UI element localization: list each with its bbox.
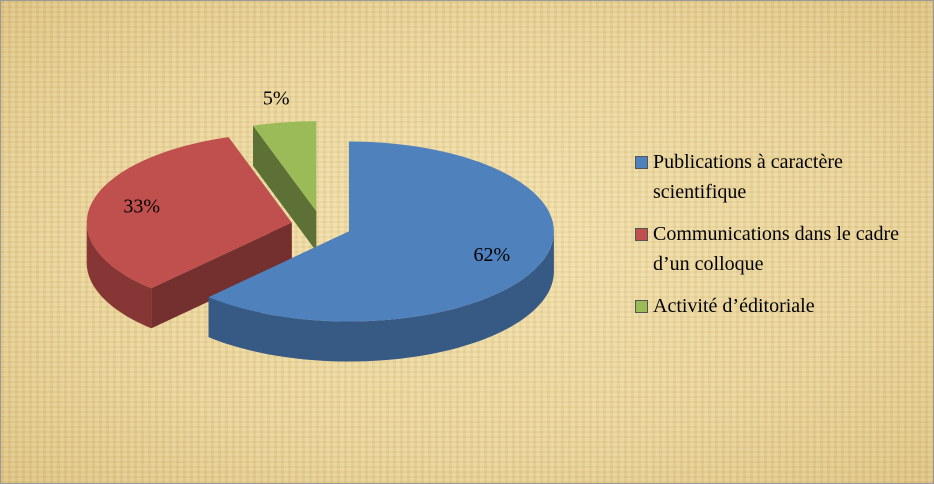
data-label: 62% (474, 244, 511, 266)
slice-side (208, 231, 554, 362)
legend-item: Activité d’éditoriale (635, 291, 925, 321)
slice (208, 141, 554, 322)
slice-wall-shade (151, 222, 292, 329)
legend-swatch (635, 156, 648, 169)
legend-label: Communications dans le cadre d’un colloq… (653, 223, 900, 275)
legend-swatch (635, 300, 648, 313)
slice (86, 137, 292, 289)
legend-item: Publications à caractère scientifique (635, 147, 925, 207)
legend-label: Publications à caractère scientifique (653, 151, 843, 203)
data-label: 5% (263, 88, 290, 110)
slice (253, 121, 317, 212)
legend-item: Communications dans le cadre d’un colloq… (635, 219, 925, 279)
slice-wall (253, 125, 317, 252)
slice-side (86, 222, 152, 329)
slice-side-shade (86, 222, 152, 329)
slice-side-shade (208, 231, 554, 362)
legend-swatch (635, 228, 648, 241)
legend-label: Activité d’éditoriale (653, 295, 815, 317)
legend: Publications à caractère scientifique Com… (635, 147, 925, 333)
slice-wall (151, 222, 292, 329)
data-label: 33% (123, 196, 160, 218)
slice-wall-shade (253, 125, 317, 252)
